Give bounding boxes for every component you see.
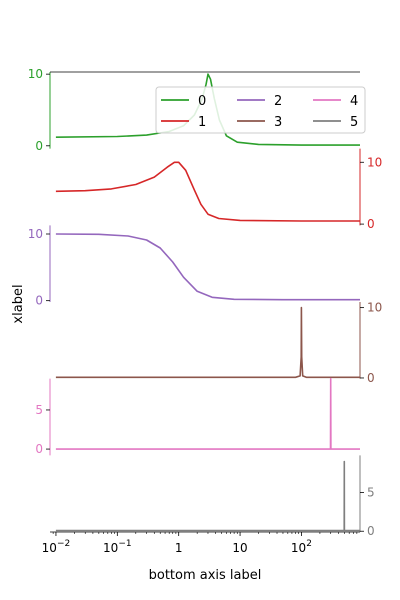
y-tick-label: 0 [367, 524, 375, 538]
series-line-4 [55, 377, 360, 450]
y-axis-series-0: 0 10 [28, 67, 51, 153]
y-tick-label: 5 [367, 486, 375, 500]
y-tick-label: 0 [367, 217, 375, 231]
legend-label-1: 1 [198, 115, 206, 130]
legend-box [155, 86, 366, 134]
y-tick-label: 0 [35, 442, 43, 456]
y-tick-label: 0 [35, 294, 43, 308]
y-axis-series-2: 0 10 [28, 225, 51, 308]
y-tick-label: 0 [35, 139, 43, 153]
y-tick-label: 10 [28, 227, 43, 241]
legend[interactable]: 0 1 2 3 4 5 [155, 86, 366, 134]
legend-label-0: 0 [198, 94, 206, 109]
legend-label-2: 2 [274, 94, 282, 109]
x-tick-label: 10 [232, 541, 247, 555]
y-tick-label: 10 [367, 301, 382, 315]
series-line-1 [55, 161, 360, 222]
x-tick-label: 10−1 [103, 539, 132, 555]
legend-label-5: 5 [350, 115, 358, 130]
y-axis-series-1: 0 10 [359, 148, 382, 231]
x-tick-label: 102 [291, 539, 312, 555]
y-axis-label: xlabel [11, 284, 26, 323]
y-tick-label: 10 [367, 155, 382, 169]
x-tick-label: 1 [175, 541, 183, 555]
legend-label-4: 4 [350, 94, 358, 109]
x-tick-label: 10−2 [42, 539, 71, 555]
legend-label-3: 3 [274, 115, 282, 130]
series-line-3 [55, 306, 360, 379]
y-tick-label: 10 [28, 67, 43, 81]
y-axis-series-4: 05 [35, 378, 51, 456]
y-tick-label: 5 [35, 403, 43, 417]
series-line-2 [55, 233, 360, 301]
x-axis: 10−2 10−1 1 10 102 [42, 532, 358, 555]
y-tick-label: 0 [367, 371, 375, 385]
y-axis-series-3: 0 10 [359, 301, 382, 385]
x-axis-label: bottom axis label [149, 568, 262, 583]
y-axis-series-5: 05 [359, 455, 375, 538]
series-line-5 [55, 460, 360, 532]
